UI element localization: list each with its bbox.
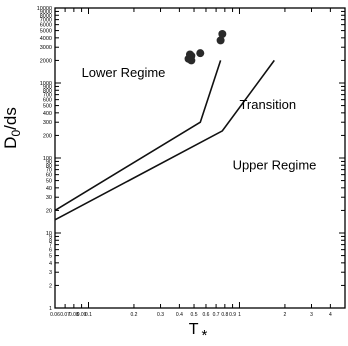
x-tick-label: 0.9 — [229, 312, 236, 318]
y-tick-label: 100 — [43, 156, 52, 162]
y-tick-label: 60 — [46, 173, 52, 179]
x-tick-label: 0.3 — [157, 312, 164, 318]
x-tick-label: 0.2 — [130, 312, 137, 318]
y-tick-label: 4 — [49, 261, 52, 267]
x-tick-label: 0.06 — [50, 312, 60, 318]
y-tick-label: 50 — [46, 179, 52, 185]
y-tick-label: 10 — [46, 231, 52, 237]
y-tick-label: 70 — [46, 168, 52, 174]
x-axis-label: T * — [189, 321, 208, 344]
x-tick-label: 4 — [329, 312, 332, 318]
y-tick-label: 2000 — [40, 58, 52, 64]
x-tick-label: 0.6 — [203, 312, 210, 318]
regime-boundaries — [54, 59, 275, 221]
y-tick-label: 400 — [43, 111, 52, 117]
x-tick-label: 0.7 — [213, 312, 220, 318]
annotation-label: Upper Regime — [233, 158, 317, 173]
y-tick-label: 900 — [43, 84, 52, 90]
y-tick-label: 3 — [49, 270, 52, 276]
y-tick-label: 7000 — [40, 18, 52, 24]
x-tick-label: 0.8 — [221, 312, 228, 318]
y-tick-label: 40 — [46, 186, 52, 192]
y-tick-label: 30 — [46, 195, 52, 201]
y-tick-label: 1000 — [40, 81, 52, 87]
y-tick-label: 80 — [46, 163, 52, 169]
y-tick-label: 9000 — [40, 9, 52, 15]
y-axis-label: D0/ds — [1, 107, 23, 149]
x-tick-label: 0.07 — [60, 312, 70, 318]
data-point — [196, 49, 205, 58]
annotations: Lower Regime Transition Upper Regime — [82, 65, 317, 173]
y-tick-label: 90 — [46, 159, 52, 165]
y-tick-label: 600 — [43, 98, 52, 104]
x-tick-label: 0.09 — [77, 312, 87, 318]
annotation-label: Transition — [239, 97, 296, 112]
lower-boundary — [54, 60, 222, 212]
y-tick-label: 3000 — [40, 45, 52, 51]
y-tick-label: 800 — [43, 88, 52, 94]
x-tick-label: 0.08 — [69, 312, 79, 318]
x-tick-label: 2 — [284, 312, 287, 318]
x-tick-label: 0.1 — [85, 312, 92, 318]
y-tick-label: 10000 — [37, 6, 52, 12]
y-tick-label: 4000 — [40, 36, 52, 42]
y-axis-ticks: 1234567891020304050607080901002003004005… — [37, 6, 345, 312]
x-tick-label: 3 — [310, 312, 313, 318]
x-axis-ticks: 0.06 0.07 0.080.090.1 0.2 0.3 0.4 0.5 0.6 0.7 0.8… — [50, 8, 332, 318]
y-tick-label: 20 — [46, 208, 52, 214]
data-point — [187, 56, 196, 65]
y-tick-label: 8000 — [40, 13, 52, 19]
x-tick-label: 0.5 — [191, 312, 198, 318]
data-point — [218, 30, 227, 39]
y-tick-label: 9 — [49, 234, 52, 240]
y-tick-label: 1 — [49, 306, 52, 312]
y-tick-label: 700 — [43, 93, 52, 99]
y-tick-label: 7 — [49, 243, 52, 249]
data-points — [184, 30, 227, 65]
annotation-label: Lower Regime — [82, 65, 166, 80]
y-tick-label: 300 — [43, 120, 52, 126]
x-tick-label: 0.4 — [176, 312, 183, 318]
data-point — [216, 36, 225, 45]
y-tick-label: 500 — [43, 104, 52, 110]
upper-boundary — [54, 59, 275, 221]
y-tick-label: 8 — [49, 238, 52, 244]
x-tick-label: 1 — [238, 312, 241, 318]
y-tick-label: 6 — [49, 248, 52, 254]
y-tick-label: 6000 — [40, 23, 52, 29]
y-tick-label: 5000 — [40, 29, 52, 35]
y-tick-label: 2 — [49, 283, 52, 289]
y-tick-label: 200 — [43, 133, 52, 139]
y-tick-label: 5 — [49, 254, 52, 260]
